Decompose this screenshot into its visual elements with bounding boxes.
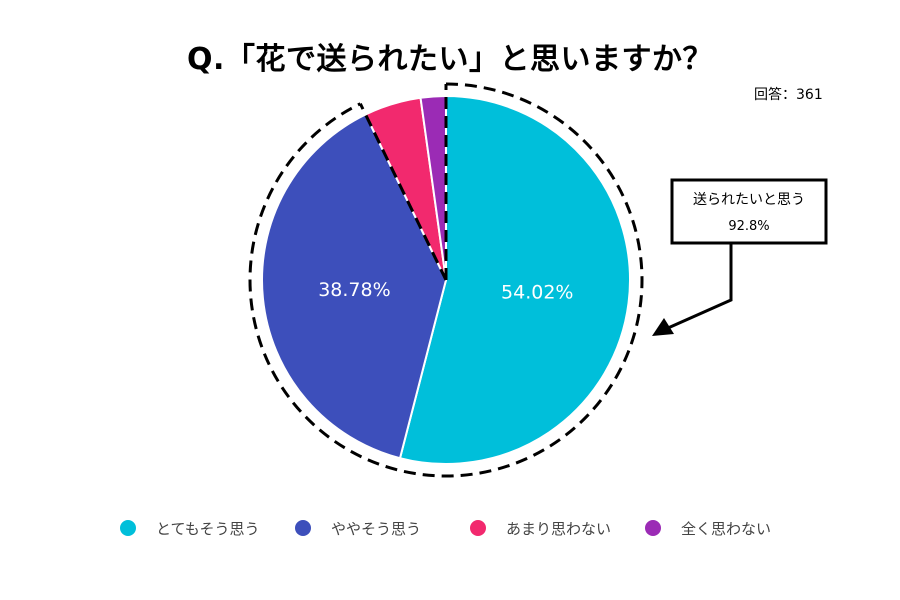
legend-item: とてもそう思う: [120, 518, 295, 539]
slice-data-label: 38.78%: [318, 279, 390, 301]
pie-slice: [261, 113, 448, 460]
legend-swatch: [120, 520, 136, 536]
respondent-count: 回答：361: [754, 87, 823, 103]
callout-label: 送られたいと思う: [693, 192, 805, 208]
legend-swatch: [470, 520, 486, 536]
legend: とてもそう思う ややそう思う あまり思わない 全く思わない: [120, 516, 820, 540]
legend-label: 全く思わない: [681, 519, 772, 538]
callout-value: 92.8%: [728, 219, 769, 234]
callout-arrow-head: [652, 318, 674, 336]
legend-label: あまり思わない: [506, 519, 612, 538]
pie-slice: [398, 94, 631, 465]
legend-label: とてもそう思う: [156, 519, 260, 538]
callout-box: [670, 178, 828, 245]
pie-slice: [419, 94, 447, 281]
legend-label: ややそう思う: [331, 519, 422, 538]
group-outline-edge: [358, 103, 448, 281]
legend-item: ややそう思う: [295, 518, 470, 539]
legend-swatch: [645, 520, 661, 536]
callout: 送られたいと思う 92.8%: [652, 178, 828, 336]
group-outline-arc: [248, 82, 644, 478]
slice-data-label: 54.02%: [501, 282, 573, 304]
callout-arrow-line: [667, 243, 733, 330]
chart-title: Q.「花で送られたい」と思いますか？: [187, 42, 713, 77]
legend-swatch: [295, 520, 311, 536]
legend-item: 全く思わない: [645, 518, 820, 539]
legend-item: あまり思わない: [470, 518, 645, 539]
